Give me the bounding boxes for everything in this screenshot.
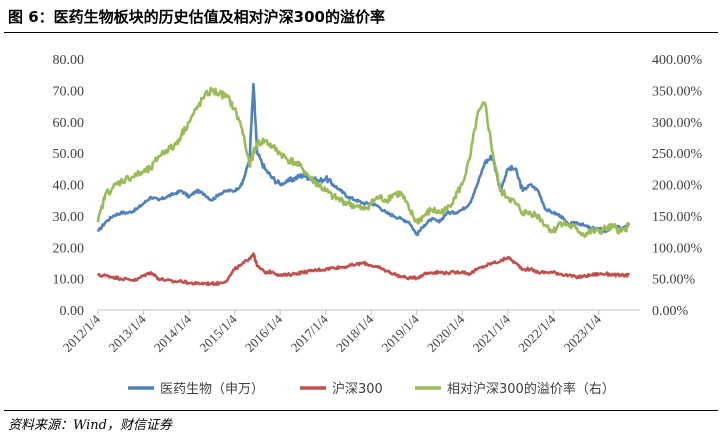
x-tick-label: 2015/1/4 [196,311,240,355]
series-line [96,82,630,237]
x-tick-label: 2020/1/4 [424,311,468,355]
x-tick-label: 2018/1/4 [333,311,377,355]
legend: 医药生物（申万） 沪深300 相对沪深300的溢价率（右） [128,381,615,397]
y-left-tick-label: 50.00 [53,147,85,162]
axes-layer: 0.00 10.00 20.00 30.00 40.00 50.00 60.00 70.00 8… [53,53,703,355]
x-tick-label: 2019/1/4 [379,311,423,355]
y-left-tick-label: 30.00 [53,210,85,225]
y-left-tick-label: 70.00 [53,84,85,99]
y-right-tick-label: 250.00% [652,147,703,162]
series-line [96,252,631,287]
x-tick-label: 2022/1/4 [515,311,559,355]
y-right-tick-label: 350.00% [652,84,703,99]
source-rule [4,410,718,411]
legend-label: 沪深300 [332,381,383,397]
legend-label: 医药生物（申万） [160,382,264,397]
y-right-tick-label: 200.00% [652,179,703,194]
y-left-tick-label: 0.00 [60,304,85,319]
y-left-tick-label: 40.00 [53,179,85,194]
x-tick-label: 2023/1/4 [561,311,605,355]
x-tick-label: 2016/1/4 [242,311,286,355]
y-left-tick-label: 60.00 [53,116,85,131]
x-tick-label: 2017/1/4 [288,311,332,355]
x-tick-label: 2021/1/4 [470,311,514,355]
series-layer [96,82,631,287]
y-right-tick-label: 150.00% [652,210,703,225]
series-line [96,86,631,238]
figure-title: 图 6：医药生物板块的历史估值及相对沪深300的溢价率 [8,8,385,26]
y-right-tick-label: 400.00% [652,53,703,68]
y-right-tick-label: 50.00% [652,273,696,288]
y-right-tick-label: 100.00% [652,241,703,256]
source-note: 资料来源：Wind，财信证券 [8,418,172,433]
y-left-tick-label: 10.00 [53,273,85,288]
y-left-tick-label: 20.00 [53,241,85,256]
y-left-tick-label: 80.00 [53,53,85,68]
y-right-tick-label: 300.00% [652,116,703,131]
y-right-tick-label: 0.00% [652,304,689,319]
x-tick-label: 2013/1/4 [105,311,149,355]
legend-label: 相对沪深300的溢价率（右） [447,381,615,397]
title-rule [4,32,718,33]
x-tick-label: 2014/1/4 [151,311,195,355]
